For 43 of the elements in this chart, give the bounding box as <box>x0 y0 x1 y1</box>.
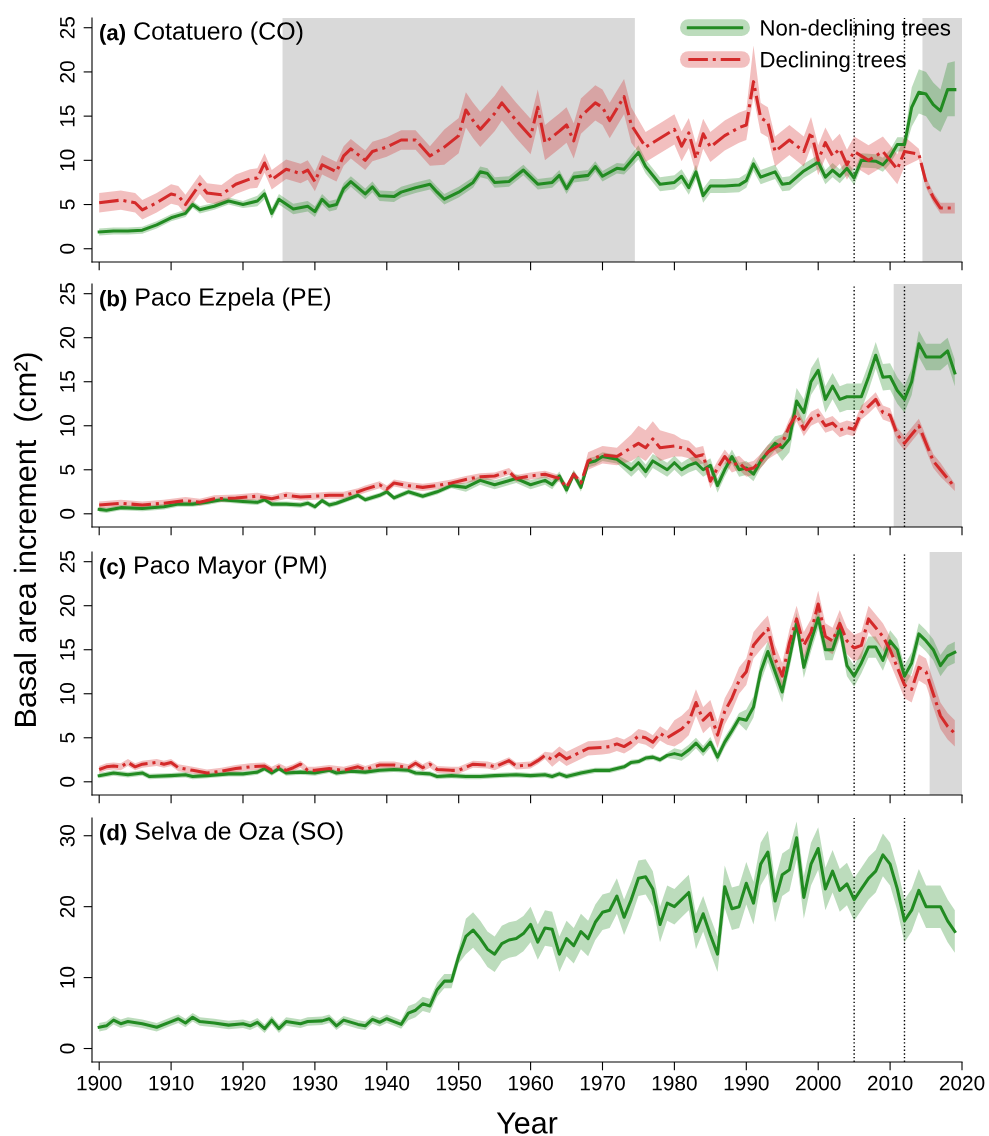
y-tick-label: 20 <box>59 326 75 349</box>
legend-label: Declining trees <box>761 51 906 72</box>
y-tick-label: 0 <box>59 776 75 787</box>
x-tick-label: 2010 <box>867 1075 913 1091</box>
x-tick-label: 1930 <box>293 1075 338 1091</box>
y-tick-label: 10 <box>59 149 75 171</box>
x-tick-label: 2000 <box>796 1075 841 1091</box>
y-tick-label: 30 <box>59 824 75 847</box>
y-tick-label: 20 <box>59 61 75 83</box>
x-tick-label: 1940 <box>365 1075 410 1091</box>
x-tick-label: 1980 <box>652 1075 697 1091</box>
chart-title: (b) Paco Ezpela (PE) <box>100 287 331 311</box>
y-tick-label: 15 <box>60 639 75 660</box>
x-tick-label: 1950 <box>437 1075 482 1091</box>
y-tick-label: 0 <box>59 508 75 519</box>
y-tick-label: 10 <box>59 414 75 436</box>
x-tick-label: 1910 <box>149 1075 194 1091</box>
y-tick-label: 25 <box>59 17 75 39</box>
y-tick-label: 0 <box>59 1043 75 1054</box>
chart-title: (c) Paco Mayor (PM) <box>100 555 326 579</box>
x-tick-label: 1900 <box>77 1075 122 1091</box>
y-tick-label: 10 <box>59 966 75 988</box>
x-axis-title: Year <box>496 1112 558 1134</box>
y-tick-label: 15 <box>60 105 75 127</box>
x-tick-label: 1920 <box>221 1075 266 1091</box>
y-tick-label: 15 <box>60 371 75 392</box>
chart-title: (d) Selva de Oza (SO) <box>100 821 343 845</box>
x-tick-label: 1970 <box>580 1075 625 1091</box>
y-tick-label: 10 <box>59 682 75 704</box>
chart-title: (a) Cotatuero (CO) <box>100 21 303 45</box>
legend-label: Non-declining trees <box>761 19 951 41</box>
y-tick-label: 25 <box>59 550 75 573</box>
y-tick-label: 20 <box>59 594 75 617</box>
y-tick-label: 5 <box>60 464 75 475</box>
y-tick-label: 25 <box>59 282 75 305</box>
x-tick-label: 2020 <box>939 1075 985 1091</box>
y-tick-label: 5 <box>60 199 75 210</box>
y-axis-title: Basal area increment (cm²) <box>13 353 43 726</box>
x-tick-label: 1960 <box>509 1075 553 1091</box>
x-tick-label: 1990 <box>724 1075 769 1091</box>
y-tick-label: 20 <box>59 895 75 918</box>
y-tick-label: 5 <box>60 732 75 743</box>
y-tick-label: 0 <box>59 243 75 254</box>
